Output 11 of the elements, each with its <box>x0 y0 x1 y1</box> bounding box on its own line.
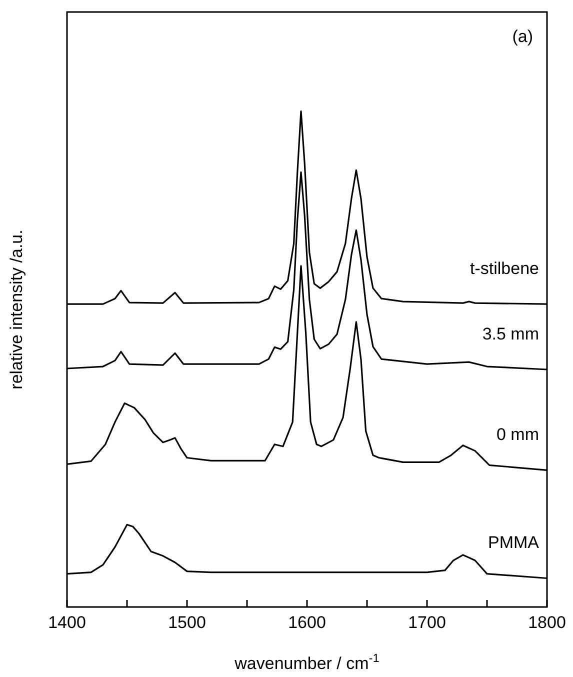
x-tick-label: 1600 <box>288 612 326 632</box>
x-tick-label: 1500 <box>168 612 206 632</box>
series-label: 0 mm <box>496 425 539 444</box>
series-label: PMMA <box>488 533 540 552</box>
x-tick-label: 1800 <box>528 612 566 632</box>
series-label: 3.5 mm <box>482 324 539 344</box>
x-tick-label: 1700 <box>408 612 446 632</box>
y-axis-title: relative intensity /a.u. <box>7 230 26 390</box>
text: (a) <box>512 27 533 46</box>
series-label: t-stilbene <box>470 259 539 278</box>
x-tick-label: 1400 <box>48 612 86 632</box>
